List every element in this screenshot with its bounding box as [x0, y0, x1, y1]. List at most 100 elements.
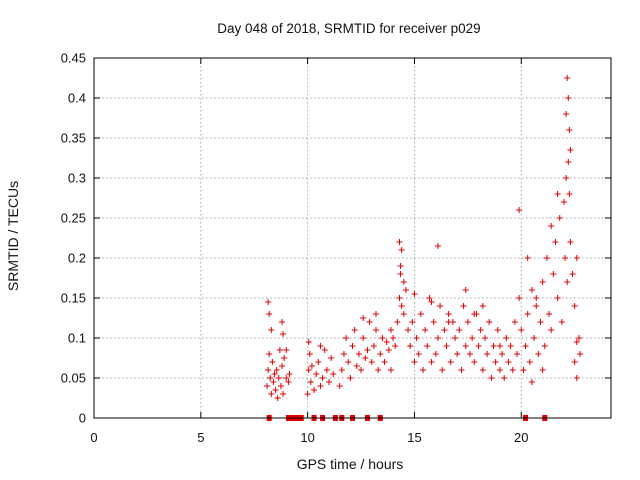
data-point — [428, 299, 435, 305]
data-point — [353, 363, 360, 369]
data-point — [494, 327, 501, 333]
data-point — [387, 367, 394, 373]
data-point — [432, 351, 439, 357]
data-point — [573, 339, 580, 345]
data-point — [266, 311, 273, 317]
data-point — [268, 327, 275, 333]
y-tick-label: 0 — [79, 411, 86, 426]
data-point — [269, 359, 276, 365]
x-tick-label: 0 — [90, 430, 97, 445]
data-point — [558, 319, 565, 325]
data-point — [454, 351, 461, 357]
chart-title: Day 048 of 2018, SRMTID for receiver p02… — [217, 21, 480, 36]
data-point — [471, 311, 478, 317]
data-point — [548, 223, 555, 229]
data-point — [375, 367, 382, 373]
data-point — [441, 327, 448, 333]
data-point — [319, 375, 326, 381]
data-point — [573, 375, 580, 381]
x-tick-label: 5 — [197, 430, 204, 445]
data-point — [452, 335, 459, 341]
data-point — [366, 319, 373, 325]
data-point — [445, 311, 452, 317]
data-point — [563, 111, 570, 117]
data-point — [479, 367, 486, 373]
data-point — [317, 383, 324, 389]
data-point — [411, 291, 418, 297]
data-point — [514, 351, 520, 357]
data-point — [267, 375, 274, 381]
data-point — [496, 367, 503, 373]
data-point — [556, 215, 563, 221]
data-point — [475, 343, 482, 349]
data-point — [279, 319, 285, 325]
data-point — [396, 295, 403, 301]
data-point — [501, 375, 508, 381]
data-point — [543, 255, 550, 261]
data-point — [516, 295, 523, 301]
data-point — [373, 327, 379, 333]
data-point — [364, 347, 371, 353]
data-point — [417, 311, 424, 317]
axis-ticks: 0 0.05 0.1 0.15 0.2 0.25 0.3 0.35 0.4 0.45 0 5 10 15 2… — [61, 51, 611, 445]
data-point — [567, 147, 574, 153]
data-point — [565, 95, 572, 101]
data-point — [567, 239, 574, 245]
data-point — [398, 303, 405, 309]
data-point — [305, 339, 312, 345]
x-tick-label: 15 — [407, 430, 421, 445]
data-point — [311, 387, 318, 393]
data-point — [279, 363, 285, 369]
data-point — [397, 271, 404, 277]
data-point — [323, 367, 330, 373]
data-point — [330, 371, 337, 377]
data-point — [270, 379, 277, 385]
data-point — [360, 315, 367, 321]
data-point — [462, 343, 469, 349]
data-point — [266, 351, 273, 357]
data-point — [528, 379, 535, 385]
data-point — [274, 395, 281, 401]
data-point — [413, 335, 420, 341]
y-tick-label: 0.45 — [61, 51, 86, 66]
y-tick-label: 0.2 — [68, 251, 86, 266]
data-point — [447, 359, 454, 365]
data-point — [340, 351, 347, 357]
data-point — [349, 343, 356, 349]
data-point — [362, 355, 369, 361]
data-point — [373, 311, 379, 317]
data-point — [464, 319, 471, 325]
data-point — [516, 207, 523, 213]
data-point — [550, 271, 557, 277]
data-point — [405, 327, 412, 333]
data-point — [509, 367, 516, 373]
data-point — [524, 255, 531, 261]
data-point — [552, 239, 559, 245]
data-point — [283, 375, 290, 381]
y-tick-label: 0.3 — [68, 171, 86, 186]
data-point — [571, 359, 578, 365]
data-point — [268, 391, 275, 397]
data-point — [462, 287, 469, 293]
data-point — [409, 319, 416, 325]
data-point — [434, 335, 441, 341]
data-point — [443, 343, 450, 349]
data-point — [407, 343, 414, 349]
data-point — [280, 391, 287, 397]
data-point — [460, 303, 467, 309]
data-point — [273, 367, 280, 373]
data-point — [286, 371, 293, 377]
data-point — [402, 287, 409, 293]
data-point — [355, 351, 362, 357]
data-point — [343, 335, 350, 341]
data-point — [400, 311, 407, 317]
x-tick-label: 10 — [300, 430, 314, 445]
data-point — [575, 335, 582, 341]
data-point — [490, 343, 497, 349]
data-point — [306, 351, 313, 357]
data-point — [381, 359, 388, 365]
data-point — [496, 343, 503, 349]
data-point — [379, 335, 386, 341]
y-tick-label: 0.15 — [61, 291, 86, 306]
data-point — [524, 311, 531, 317]
